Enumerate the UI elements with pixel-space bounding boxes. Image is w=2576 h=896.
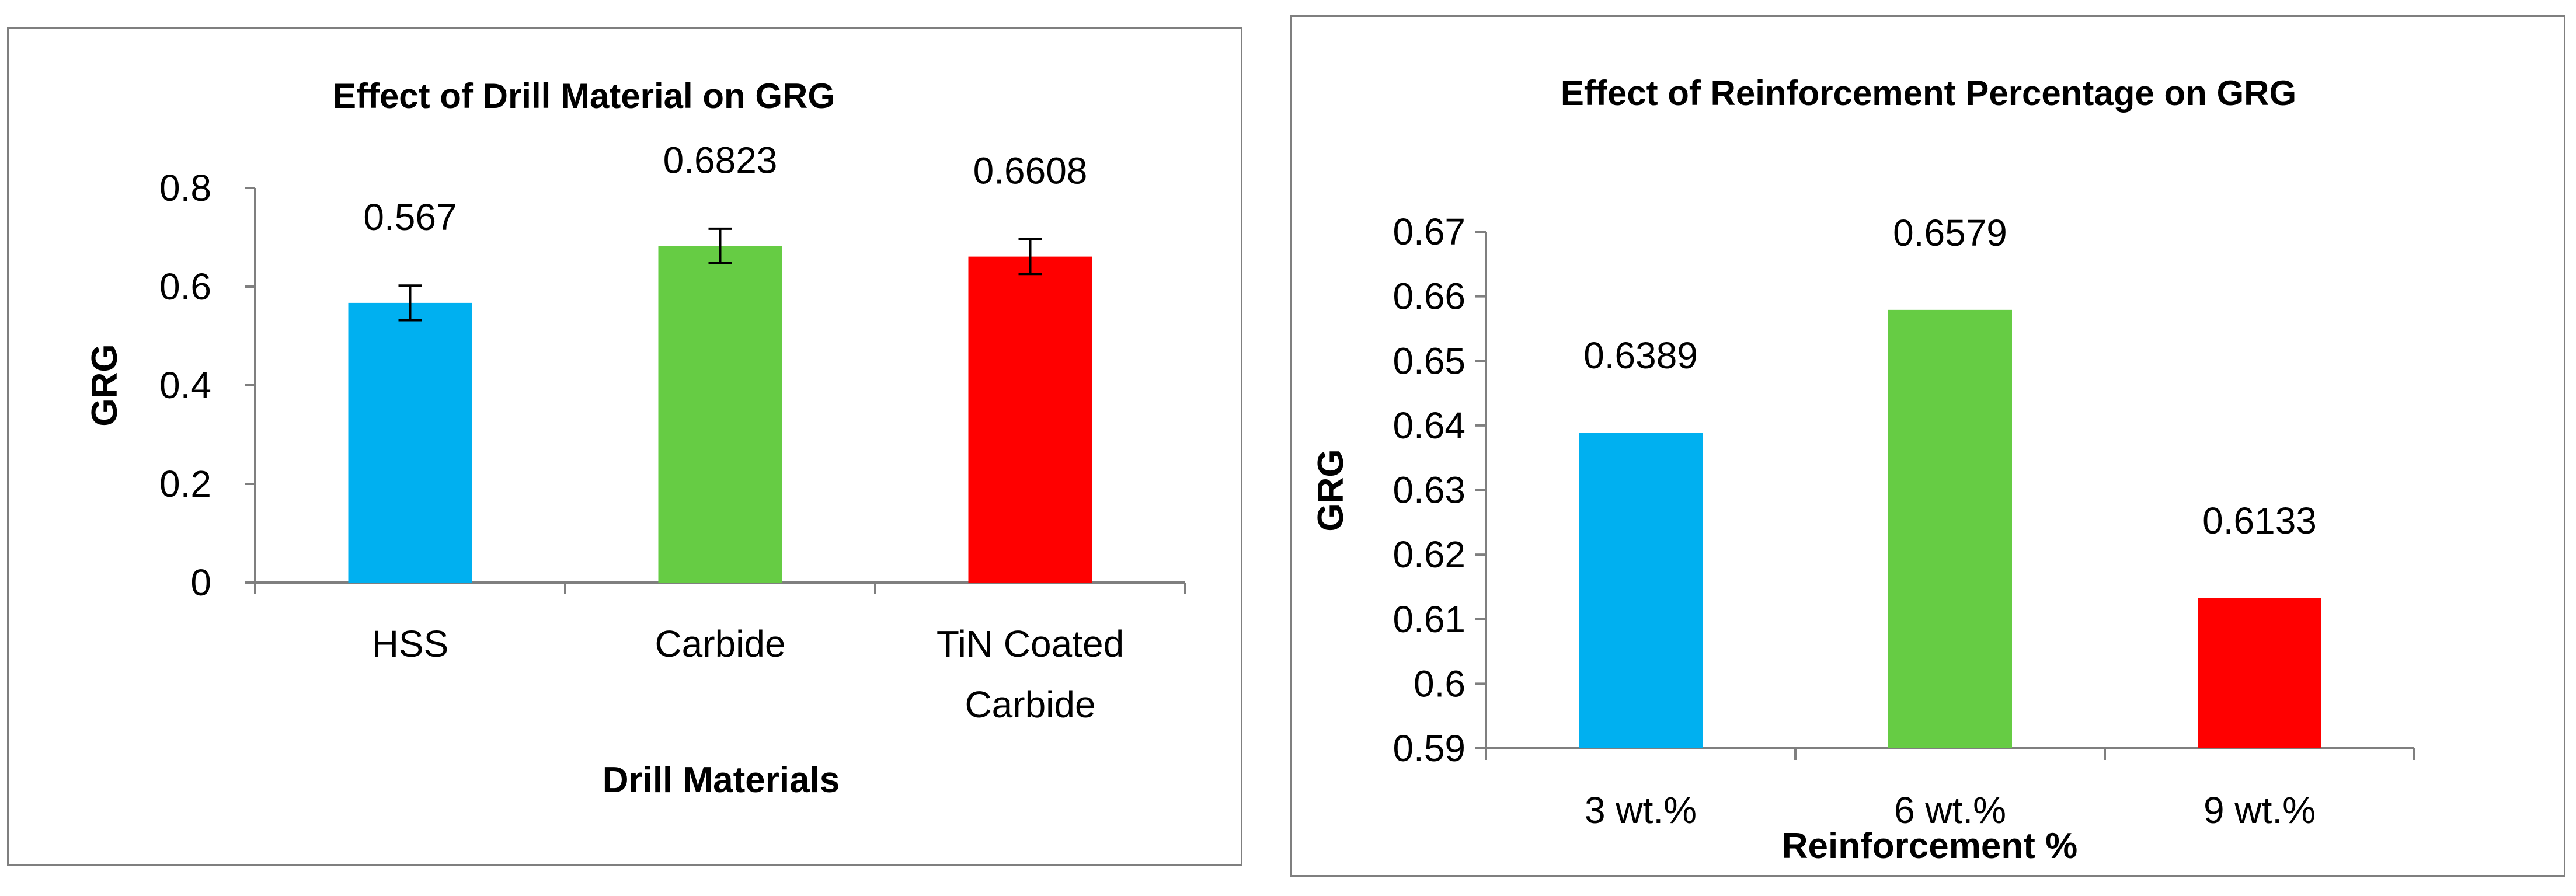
data-label: 0.6389 <box>1583 334 1698 376</box>
x-tick-label: 6 wt.% <box>1894 789 2006 831</box>
chart-1: Effect of Drill Material on GRG 0 0.2 0.4 0.… <box>85 76 1186 800</box>
bar-6-wt- <box>1888 309 2012 748</box>
bar-tin-coated-carbide <box>968 256 1092 583</box>
data-label: 0.6823 <box>663 139 778 181</box>
y-tick-label: 0.6 <box>159 266 211 308</box>
x-tick-label: TiN Coated <box>937 623 1124 665</box>
x-tick-label: 3 wt.% <box>1585 789 1697 831</box>
y-axis-title: GRG <box>1311 449 1351 531</box>
y-tick-label: 0.67 <box>1393 211 1465 253</box>
bar-hss <box>348 302 472 583</box>
y-axis-title: GRG <box>85 344 125 426</box>
y-tick-label: 0 <box>190 562 211 604</box>
data-label: 0.6579 <box>1893 212 2007 254</box>
chart-title: Effect of Drill Material on GRG <box>333 76 835 116</box>
x-tick-label: Carbide <box>655 623 785 665</box>
data-label: 0.567 <box>363 196 457 238</box>
y-tick-label: 0.8 <box>159 167 211 209</box>
bar-3-wt- <box>1579 433 1703 748</box>
y-tick-label: 0.63 <box>1393 469 1465 511</box>
y-tick-label: 0.64 <box>1393 405 1465 447</box>
y-tick-label: 0.61 <box>1393 598 1465 640</box>
x-axis-title: Reinforcement % <box>1782 826 2077 866</box>
chart-title: Effect of Reinforcement Percentage on GR… <box>1561 74 2296 113</box>
x-axis-title: Drill Materials <box>603 760 840 800</box>
x-tick-label: HSS <box>372 623 449 665</box>
y-tick-label: 0.6 <box>1414 663 1465 705</box>
y-tick-label: 0.59 <box>1393 727 1465 769</box>
y-tick-label: 0.2 <box>159 463 211 505</box>
chart-2: Effect of Reinforcement Percentage on GR… <box>1311 74 2415 866</box>
data-label: 0.6133 <box>2202 500 2317 542</box>
y-tick-label: 0.62 <box>1393 534 1465 576</box>
y-tick-label: 0.66 <box>1393 276 1465 318</box>
x-tick-label: 9 wt.% <box>2203 789 2316 831</box>
y-tick-label: 0.4 <box>159 364 211 406</box>
bar-carbide <box>658 246 782 583</box>
bar-9-wt- <box>2198 598 2321 748</box>
data-label: 0.6608 <box>973 150 1088 192</box>
y-tick-label: 0.65 <box>1393 340 1465 382</box>
x-tick-label: Carbide <box>965 684 1095 726</box>
